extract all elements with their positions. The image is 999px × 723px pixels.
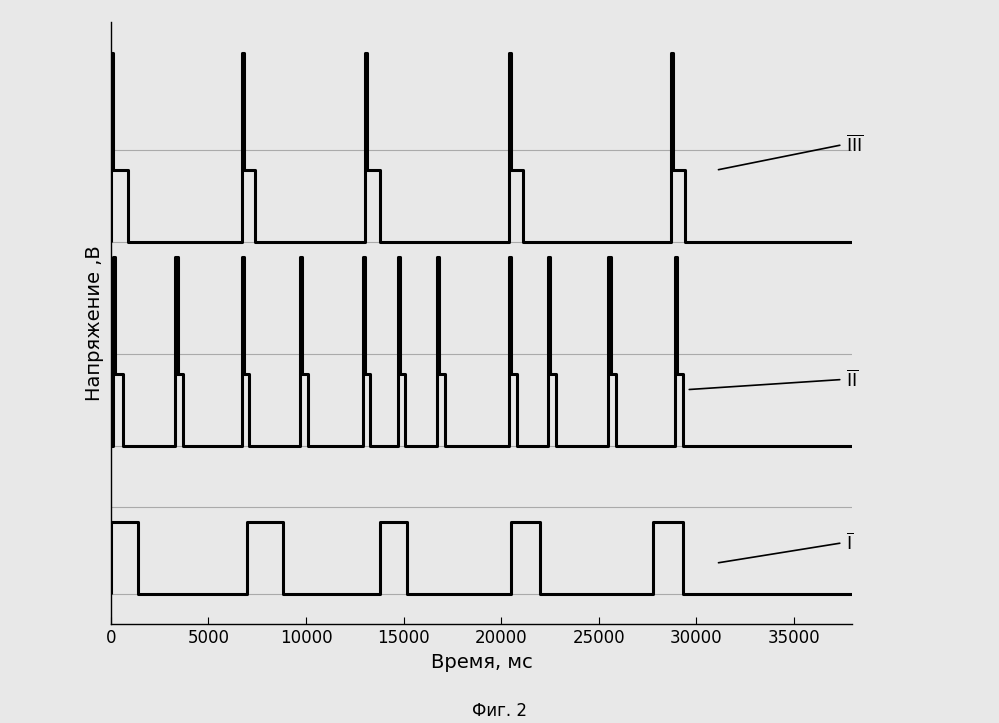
Text: $\overline{\mathrm{II}}$: $\overline{\mathrm{II}}$ bbox=[846, 369, 859, 390]
Text: Фиг. 2: Фиг. 2 bbox=[472, 702, 527, 720]
Text: $\overline{\mathrm{III}}$: $\overline{\mathrm{III}}$ bbox=[846, 134, 864, 155]
X-axis label: Время, мс: Время, мс bbox=[431, 653, 532, 672]
Y-axis label: Напряжение ,В: Напряжение ,В bbox=[85, 245, 104, 401]
Text: $\overline{\mathrm{I}}$: $\overline{\mathrm{I}}$ bbox=[846, 532, 854, 553]
